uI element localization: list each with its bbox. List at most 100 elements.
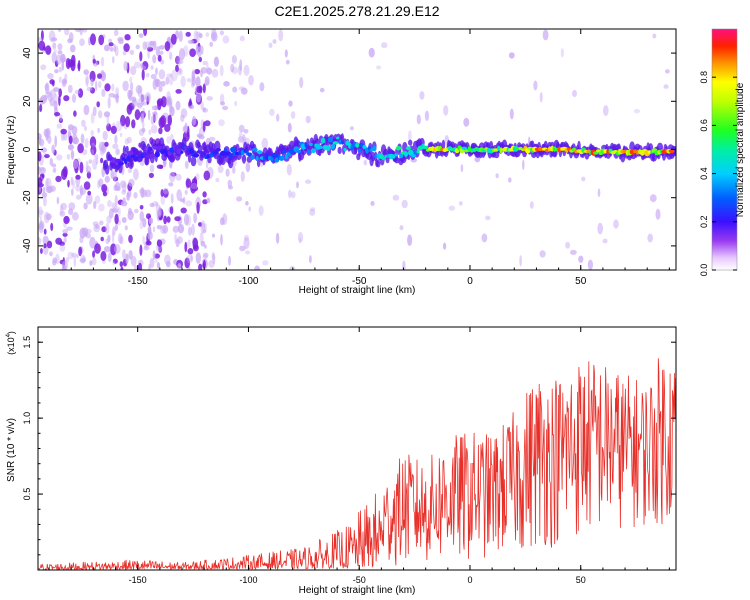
- colorbar-tick-label: 0.0: [699, 264, 709, 277]
- noise-speckle: [43, 128, 50, 138]
- noise-speckle: [108, 38, 112, 44]
- noise-speckle: [474, 156, 481, 163]
- noise-speckle: [92, 250, 96, 258]
- ridge-cell: [268, 155, 271, 161]
- noise-speckle: [73, 255, 77, 268]
- noise-speckle: [100, 251, 107, 261]
- noise-speckle: [158, 69, 166, 80]
- ridge-halo: [370, 151, 375, 162]
- noise-speckle: [218, 119, 225, 127]
- x-tick-label: 50: [575, 276, 587, 287]
- noise-speckle: [175, 100, 181, 111]
- noise-speckle: [200, 240, 206, 247]
- noise-speckle: [213, 56, 219, 67]
- noise-speckle: [289, 266, 296, 270]
- noise-speckle: [102, 191, 108, 197]
- noise-speckle: [149, 164, 155, 173]
- noise-speckle: [171, 69, 178, 82]
- noise-speckle: [158, 45, 165, 50]
- noise-speckle: [203, 170, 211, 181]
- noise-speckle: [220, 233, 223, 246]
- noise-speckle: [90, 78, 94, 87]
- ridge-cell: [493, 148, 499, 152]
- noise-speckle: [103, 44, 111, 52]
- noise-speckle: [98, 34, 105, 46]
- noise-speckle: [83, 69, 89, 75]
- noise-speckle: [376, 65, 382, 70]
- noise-speckle: [222, 105, 229, 111]
- noise-speckle: [200, 67, 208, 74]
- ridge-halo: [187, 152, 192, 163]
- noise-speckle: [191, 115, 197, 126]
- noise-speckle: [139, 205, 144, 210]
- noise-speckle: [93, 200, 97, 210]
- noise-speckle: [117, 207, 121, 217]
- noise-speckle: [141, 68, 145, 81]
- noise-speckle: [90, 33, 96, 46]
- noise-speckle: [177, 224, 185, 234]
- noise-speckle: [107, 200, 112, 208]
- y-tick-label: 1.0: [22, 412, 32, 425]
- ridge-cell: [215, 147, 221, 152]
- noise-speckle: [155, 201, 158, 207]
- ridge-cell: [399, 153, 404, 159]
- noise-speckle: [166, 73, 173, 78]
- noise-speckle: [305, 115, 311, 124]
- noise-speckle: [63, 95, 70, 102]
- noise-speckle: [112, 56, 115, 64]
- ridge-cell: [394, 153, 399, 157]
- noise-speckle: [76, 254, 79, 259]
- noise-speckle: [200, 45, 204, 55]
- noise-speckle: [206, 67, 213, 75]
- ridge-cell: [548, 146, 552, 152]
- ridge-cell: [362, 144, 367, 150]
- noise-speckle: [150, 73, 157, 80]
- noise-speckle: [236, 196, 243, 202]
- ridge-cell: [289, 149, 294, 154]
- noise-speckle: [100, 236, 104, 242]
- noise-speckle: [61, 260, 68, 270]
- spectrogram-plot-area: [38, 29, 676, 270]
- noise-speckle: [209, 41, 214, 47]
- noise-speckle: [67, 179, 70, 188]
- noise-speckle: [156, 262, 160, 269]
- noise-speckle: [62, 232, 68, 237]
- noise-speckle: [198, 222, 203, 227]
- noise-speckle: [44, 83, 49, 91]
- noise-speckle: [185, 31, 191, 37]
- noise-speckle: [164, 41, 171, 52]
- noise-speckle: [448, 205, 456, 211]
- noise-speckle: [58, 76, 62, 83]
- noise-speckle: [82, 29, 88, 33]
- noise-speckle: [219, 64, 224, 77]
- noise-speckle: [238, 86, 246, 91]
- noise-speckle: [188, 226, 192, 236]
- noise-speckle: [52, 167, 57, 173]
- noise-speckle: [130, 81, 134, 92]
- noise-speckle: [83, 104, 90, 116]
- noise-speckle: [152, 78, 158, 91]
- noise-speckle: [156, 239, 163, 247]
- noise-speckle: [187, 39, 195, 45]
- ridge-halo: [128, 158, 134, 170]
- noise-speckle: [65, 257, 70, 263]
- noise-speckle: [310, 207, 316, 212]
- noise-speckle: [139, 244, 143, 256]
- noise-speckle: [319, 87, 325, 93]
- noise-speckle: [92, 58, 96, 64]
- noise-speckle: [223, 81, 230, 87]
- noise-speckle: [53, 93, 58, 104]
- ridge-cell: [304, 142, 308, 148]
- noise-speckle: [105, 238, 110, 245]
- noise-speckle: [141, 113, 144, 122]
- noise-speckle: [533, 80, 538, 91]
- noise-speckle: [602, 238, 608, 244]
- noise-speckle: [215, 177, 220, 183]
- ridge-cell: [180, 150, 184, 154]
- noise-speckle: [45, 45, 52, 55]
- noise-speckle: [88, 159, 93, 164]
- noise-speckle: [38, 167, 45, 171]
- noise-speckle: [93, 224, 100, 233]
- noise-speckle: [115, 185, 121, 191]
- noise-speckle: [160, 96, 167, 108]
